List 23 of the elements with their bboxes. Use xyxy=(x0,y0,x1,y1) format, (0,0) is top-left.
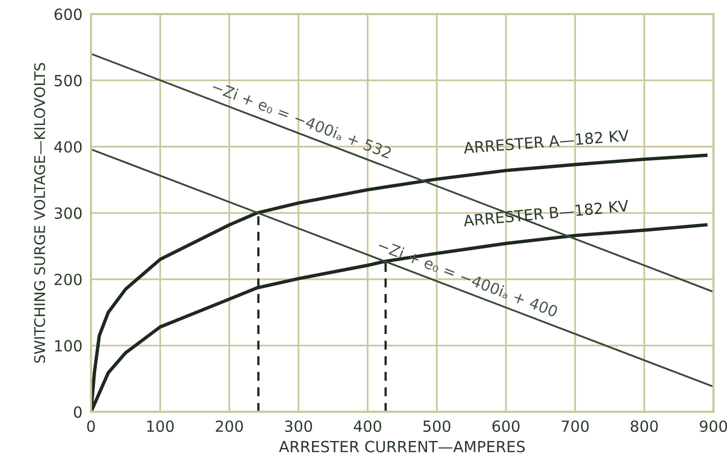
y-tick-label: 0 xyxy=(74,406,82,418)
y-tick-label: 100 xyxy=(55,340,82,352)
y-axis-title: SWITCHING SURGE VOLTAGE—KILOVOLTS xyxy=(34,62,46,363)
series-label: ARRESTER A—182 KV xyxy=(463,130,630,154)
x-tick-label: 300 xyxy=(285,420,312,432)
y-tick-label: 500 xyxy=(54,74,82,86)
x-tick-label: 900 xyxy=(700,420,728,432)
x-tick-label: 100 xyxy=(147,420,174,432)
y-tick-label: 600 xyxy=(54,8,82,20)
y-tick-label: 400 xyxy=(54,141,82,153)
x-tick-label: 600 xyxy=(492,420,520,432)
x-axis-title: ARRESTER CURRENT—AMPERES xyxy=(278,440,525,452)
x-tick-label: 200 xyxy=(216,420,243,432)
x-tick-label: 400 xyxy=(354,420,382,432)
x-tick-label: 800 xyxy=(630,420,658,432)
x-tick-label: 700 xyxy=(562,420,589,432)
x-tick-label: 500 xyxy=(423,420,450,432)
annotation: −Zi + e₀ = −400iₐ + 400 xyxy=(377,238,558,318)
text: ARRESTER B—182 KV xyxy=(463,200,629,227)
x-tick-label: 0 xyxy=(87,420,95,432)
y-tick-label: 200 xyxy=(54,274,82,286)
annotation: −Zi + e₀ = −400iₐ + 532 xyxy=(211,80,392,159)
y-tick-label: 300 xyxy=(54,207,82,219)
